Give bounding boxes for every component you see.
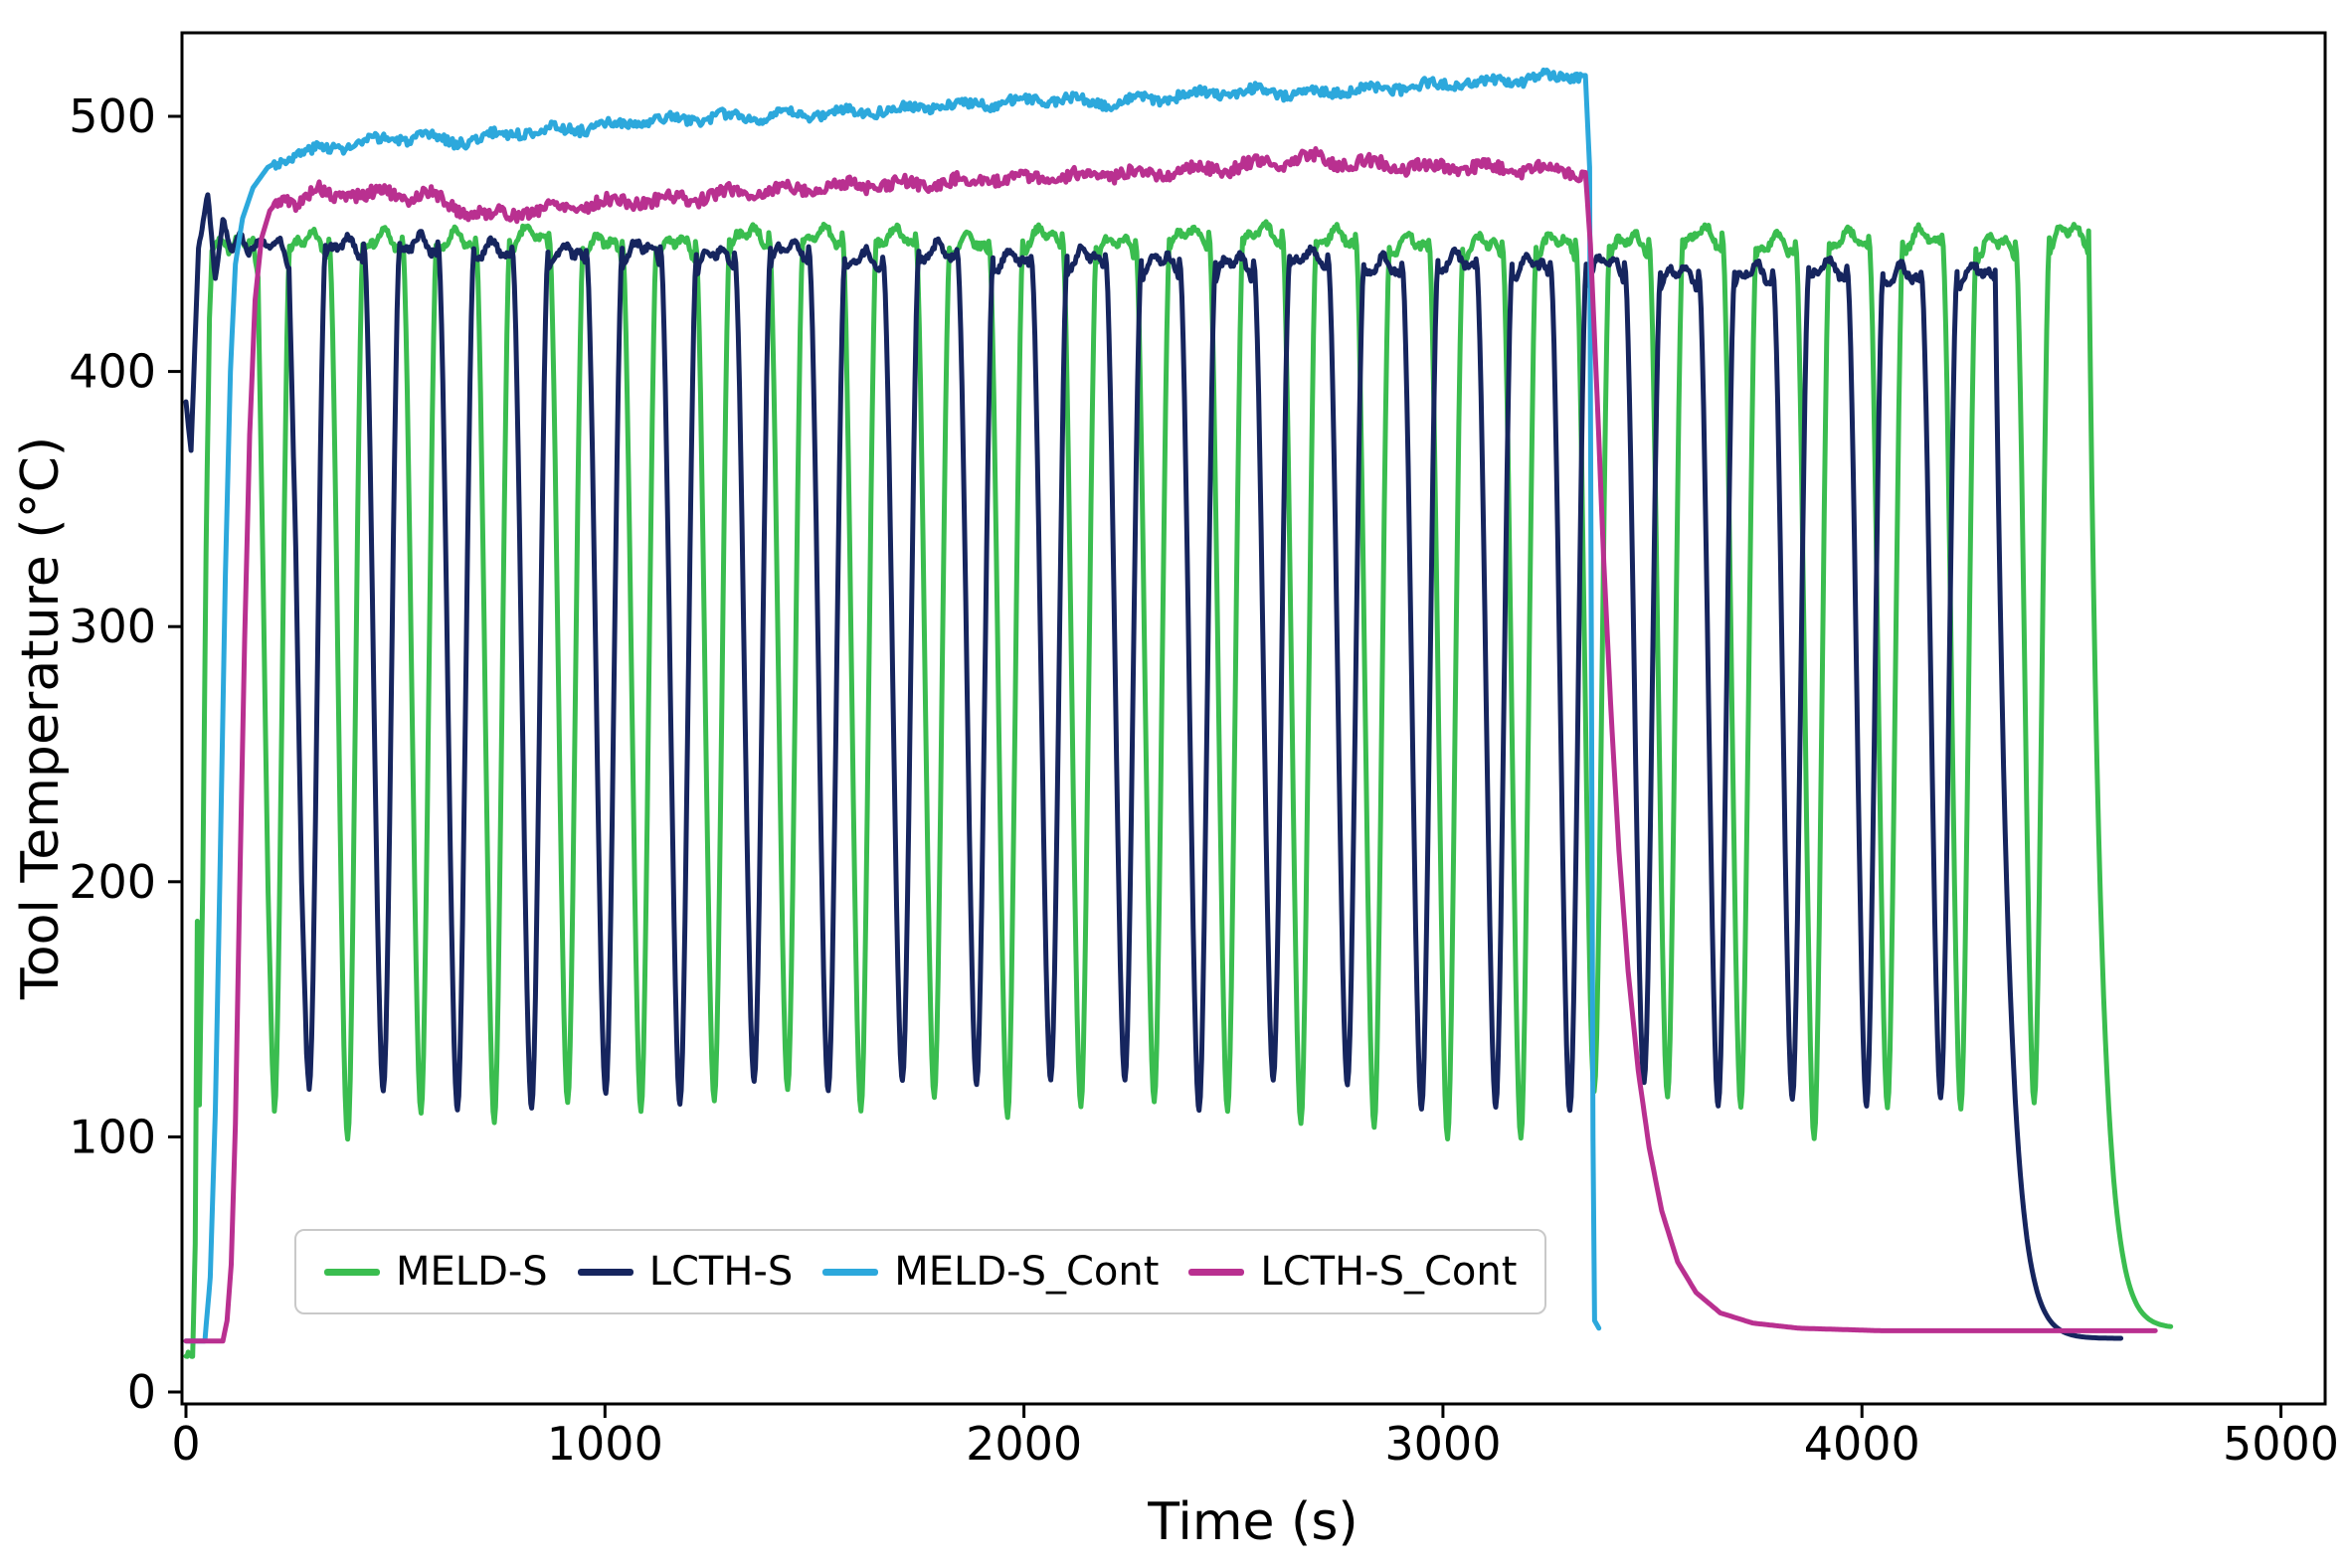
legend-label-LCTH-S_Cont: LCTH-S_Cont: [1260, 1249, 1518, 1295]
y-tick-label: 500: [69, 89, 156, 143]
ticks-layer: 0 1000 2000 3000 4000 5000 0 100 200 300 400 500: [69, 89, 2339, 1471]
legend-item-LCTH-S_Cont: LCTH-S_Cont: [1188, 1249, 1517, 1295]
legend-swatch-LCTH-S: [577, 1268, 633, 1276]
x-tick-label: 5000: [2223, 1417, 2339, 1471]
legend-label-MELD-S: MELD-S: [396, 1249, 548, 1295]
y-tick-label: 100: [69, 1110, 156, 1163]
x-tick-label: 2000: [966, 1417, 1082, 1471]
series-line-LCTH-S: [183, 192, 2124, 1341]
x-tick-label: 1000: [547, 1417, 663, 1471]
y-axis-label: Tool Temperature (°C): [11, 436, 71, 1000]
series-line-MELD-S: [183, 219, 2174, 1359]
legend-swatch-MELD-S: [324, 1268, 380, 1276]
y-tick-label: 0: [127, 1365, 156, 1419]
legend-item-MELD-S: MELD-S: [324, 1249, 548, 1295]
legend-swatch-MELD-S_Cont: [822, 1268, 879, 1276]
legend-swatch-LCTH-S_Cont: [1188, 1268, 1245, 1276]
series-line-MELD-S_Cont: [183, 67, 1602, 1344]
legend-item-MELD-S_Cont: MELD-S_Cont: [822, 1249, 1159, 1295]
y-tick-label: 300: [69, 600, 156, 653]
plot-frame: [180, 31, 2327, 1406]
legend-item-LCTH-S: LCTH-S: [577, 1249, 794, 1295]
series-layer: [183, 67, 2174, 1359]
y-tick-label: 200: [69, 855, 156, 909]
x-tick-label: 3000: [1384, 1417, 1501, 1471]
x-tick-label: 4000: [1804, 1417, 1920, 1471]
legend-label-MELD-S_Cont: MELD-S_Cont: [894, 1249, 1160, 1295]
x-axis-label: Time (s): [1147, 1492, 1357, 1552]
y-tick-label: 400: [69, 345, 156, 399]
legend-label-LCTH-S: LCTH-S: [648, 1249, 794, 1295]
legend: MELD-S LCTH-S MELD-S_Cont LCTH-S_Cont: [294, 1229, 1547, 1314]
x-tick-label: 0: [171, 1417, 200, 1471]
series-line-LCTH-S_Cont: [183, 146, 2158, 1344]
